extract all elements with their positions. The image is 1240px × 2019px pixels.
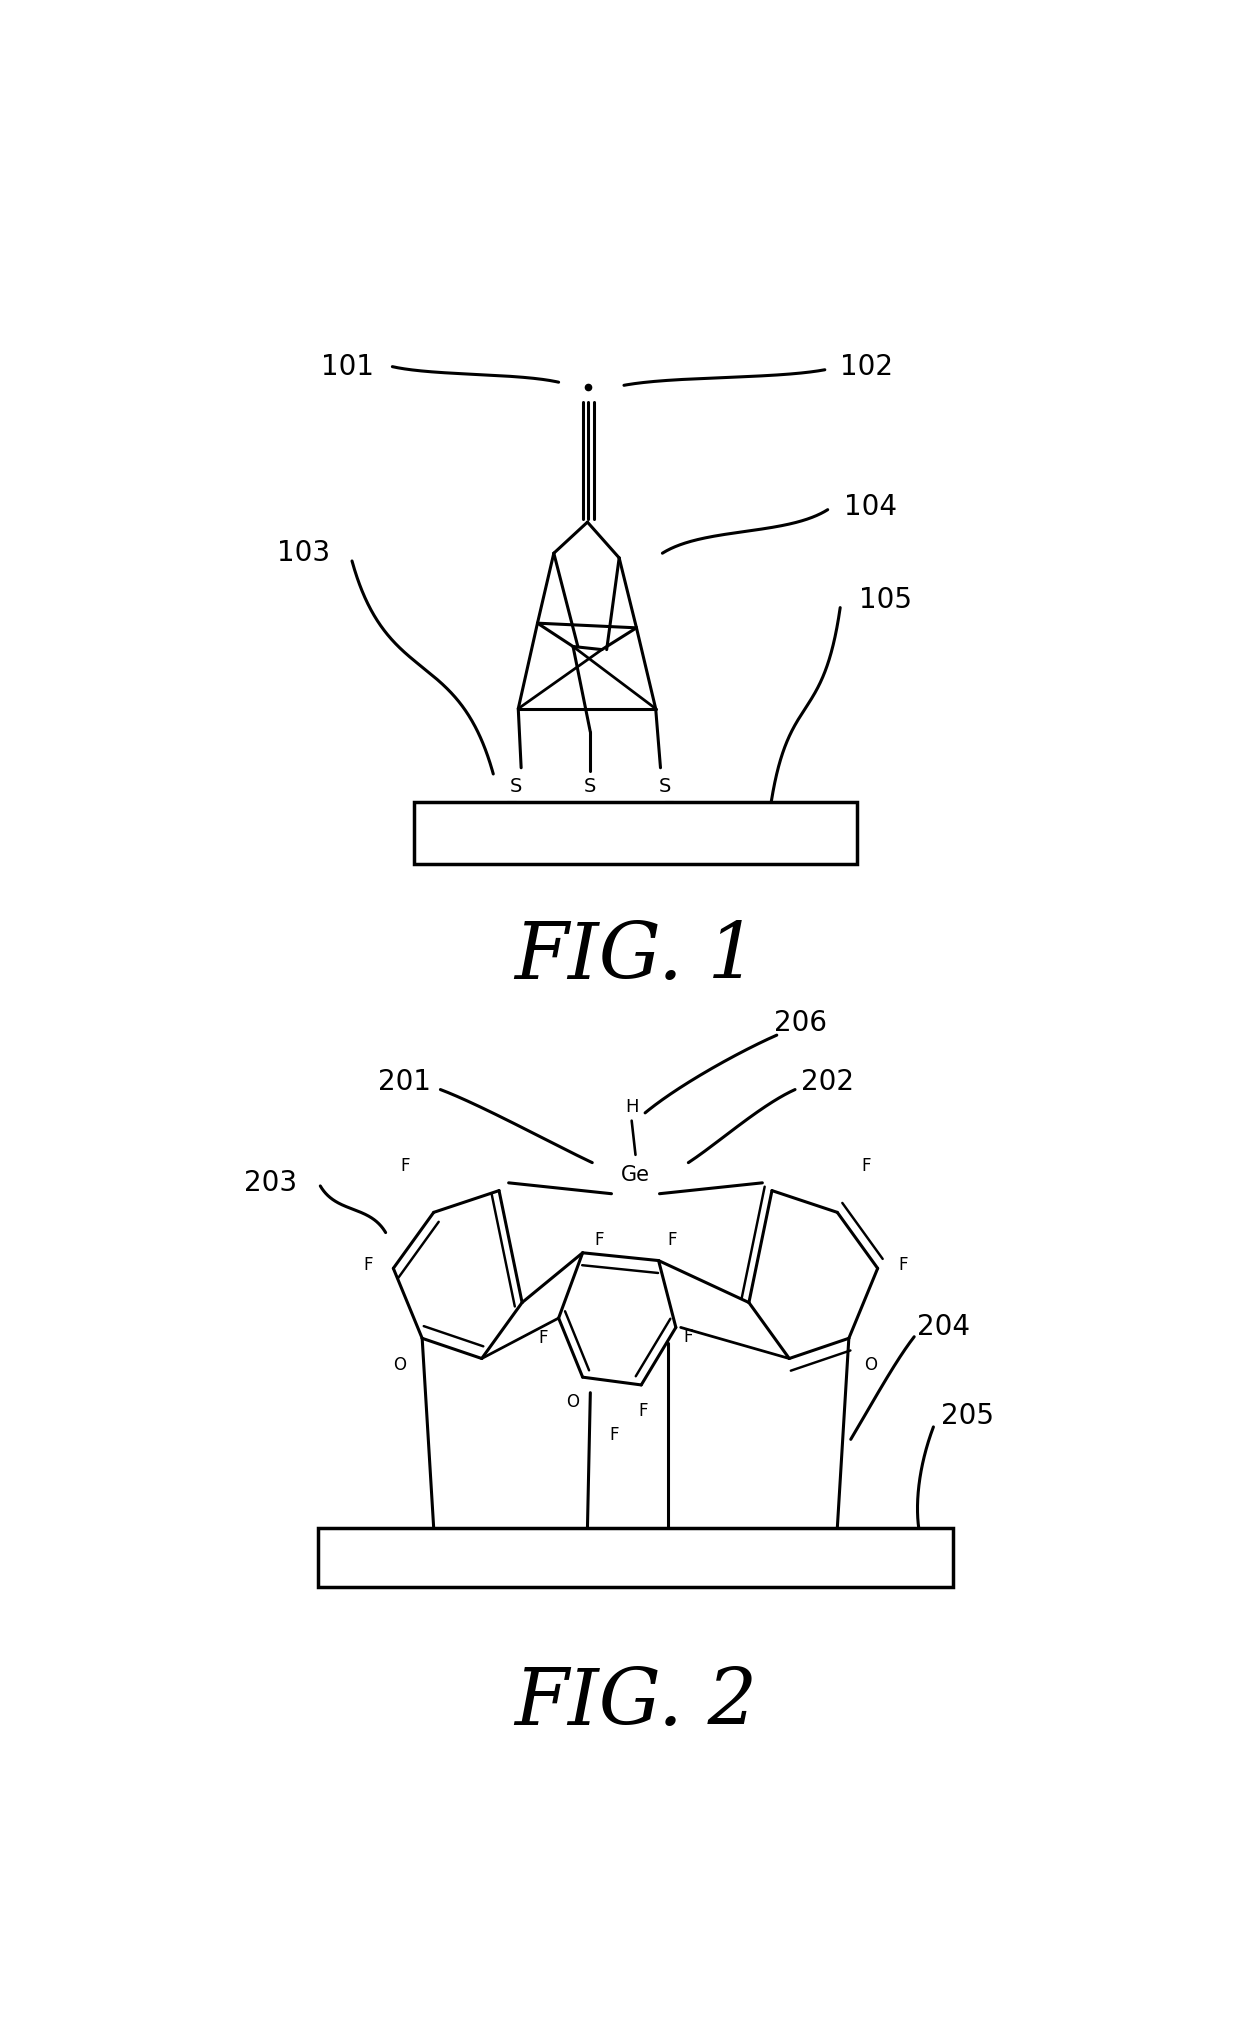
Text: 205: 205 xyxy=(941,1401,993,1429)
Text: Ge: Ge xyxy=(621,1165,650,1185)
Text: S: S xyxy=(660,777,672,795)
Text: 105: 105 xyxy=(859,586,911,614)
Text: 204: 204 xyxy=(916,1314,970,1341)
Text: O: O xyxy=(567,1393,579,1411)
Text: F: F xyxy=(610,1425,619,1444)
Text: 202: 202 xyxy=(801,1068,854,1096)
Text: F: F xyxy=(667,1232,677,1250)
Bar xyxy=(319,1528,952,1587)
Text: FIG. 2: FIG. 2 xyxy=(513,1666,758,1742)
Text: 104: 104 xyxy=(844,493,898,521)
Text: F: F xyxy=(594,1232,604,1250)
Text: 203: 203 xyxy=(244,1169,296,1197)
Text: 103: 103 xyxy=(278,539,331,567)
Text: F: F xyxy=(639,1403,649,1419)
Text: F: F xyxy=(683,1329,693,1347)
Text: F: F xyxy=(363,1256,373,1274)
Text: 206: 206 xyxy=(774,1010,827,1036)
Text: F: F xyxy=(862,1157,870,1175)
Bar xyxy=(414,802,857,864)
Text: H: H xyxy=(625,1098,639,1117)
Text: F: F xyxy=(401,1157,409,1175)
Text: F: F xyxy=(538,1329,548,1347)
Text: O: O xyxy=(864,1355,878,1373)
Text: FIG. 1: FIG. 1 xyxy=(513,919,758,995)
Text: S: S xyxy=(584,777,596,795)
Text: 101: 101 xyxy=(321,353,373,382)
Text: 102: 102 xyxy=(839,353,893,382)
Text: S: S xyxy=(510,777,522,795)
Text: 201: 201 xyxy=(378,1068,432,1096)
Text: O: O xyxy=(393,1355,407,1373)
Text: F: F xyxy=(898,1256,908,1274)
